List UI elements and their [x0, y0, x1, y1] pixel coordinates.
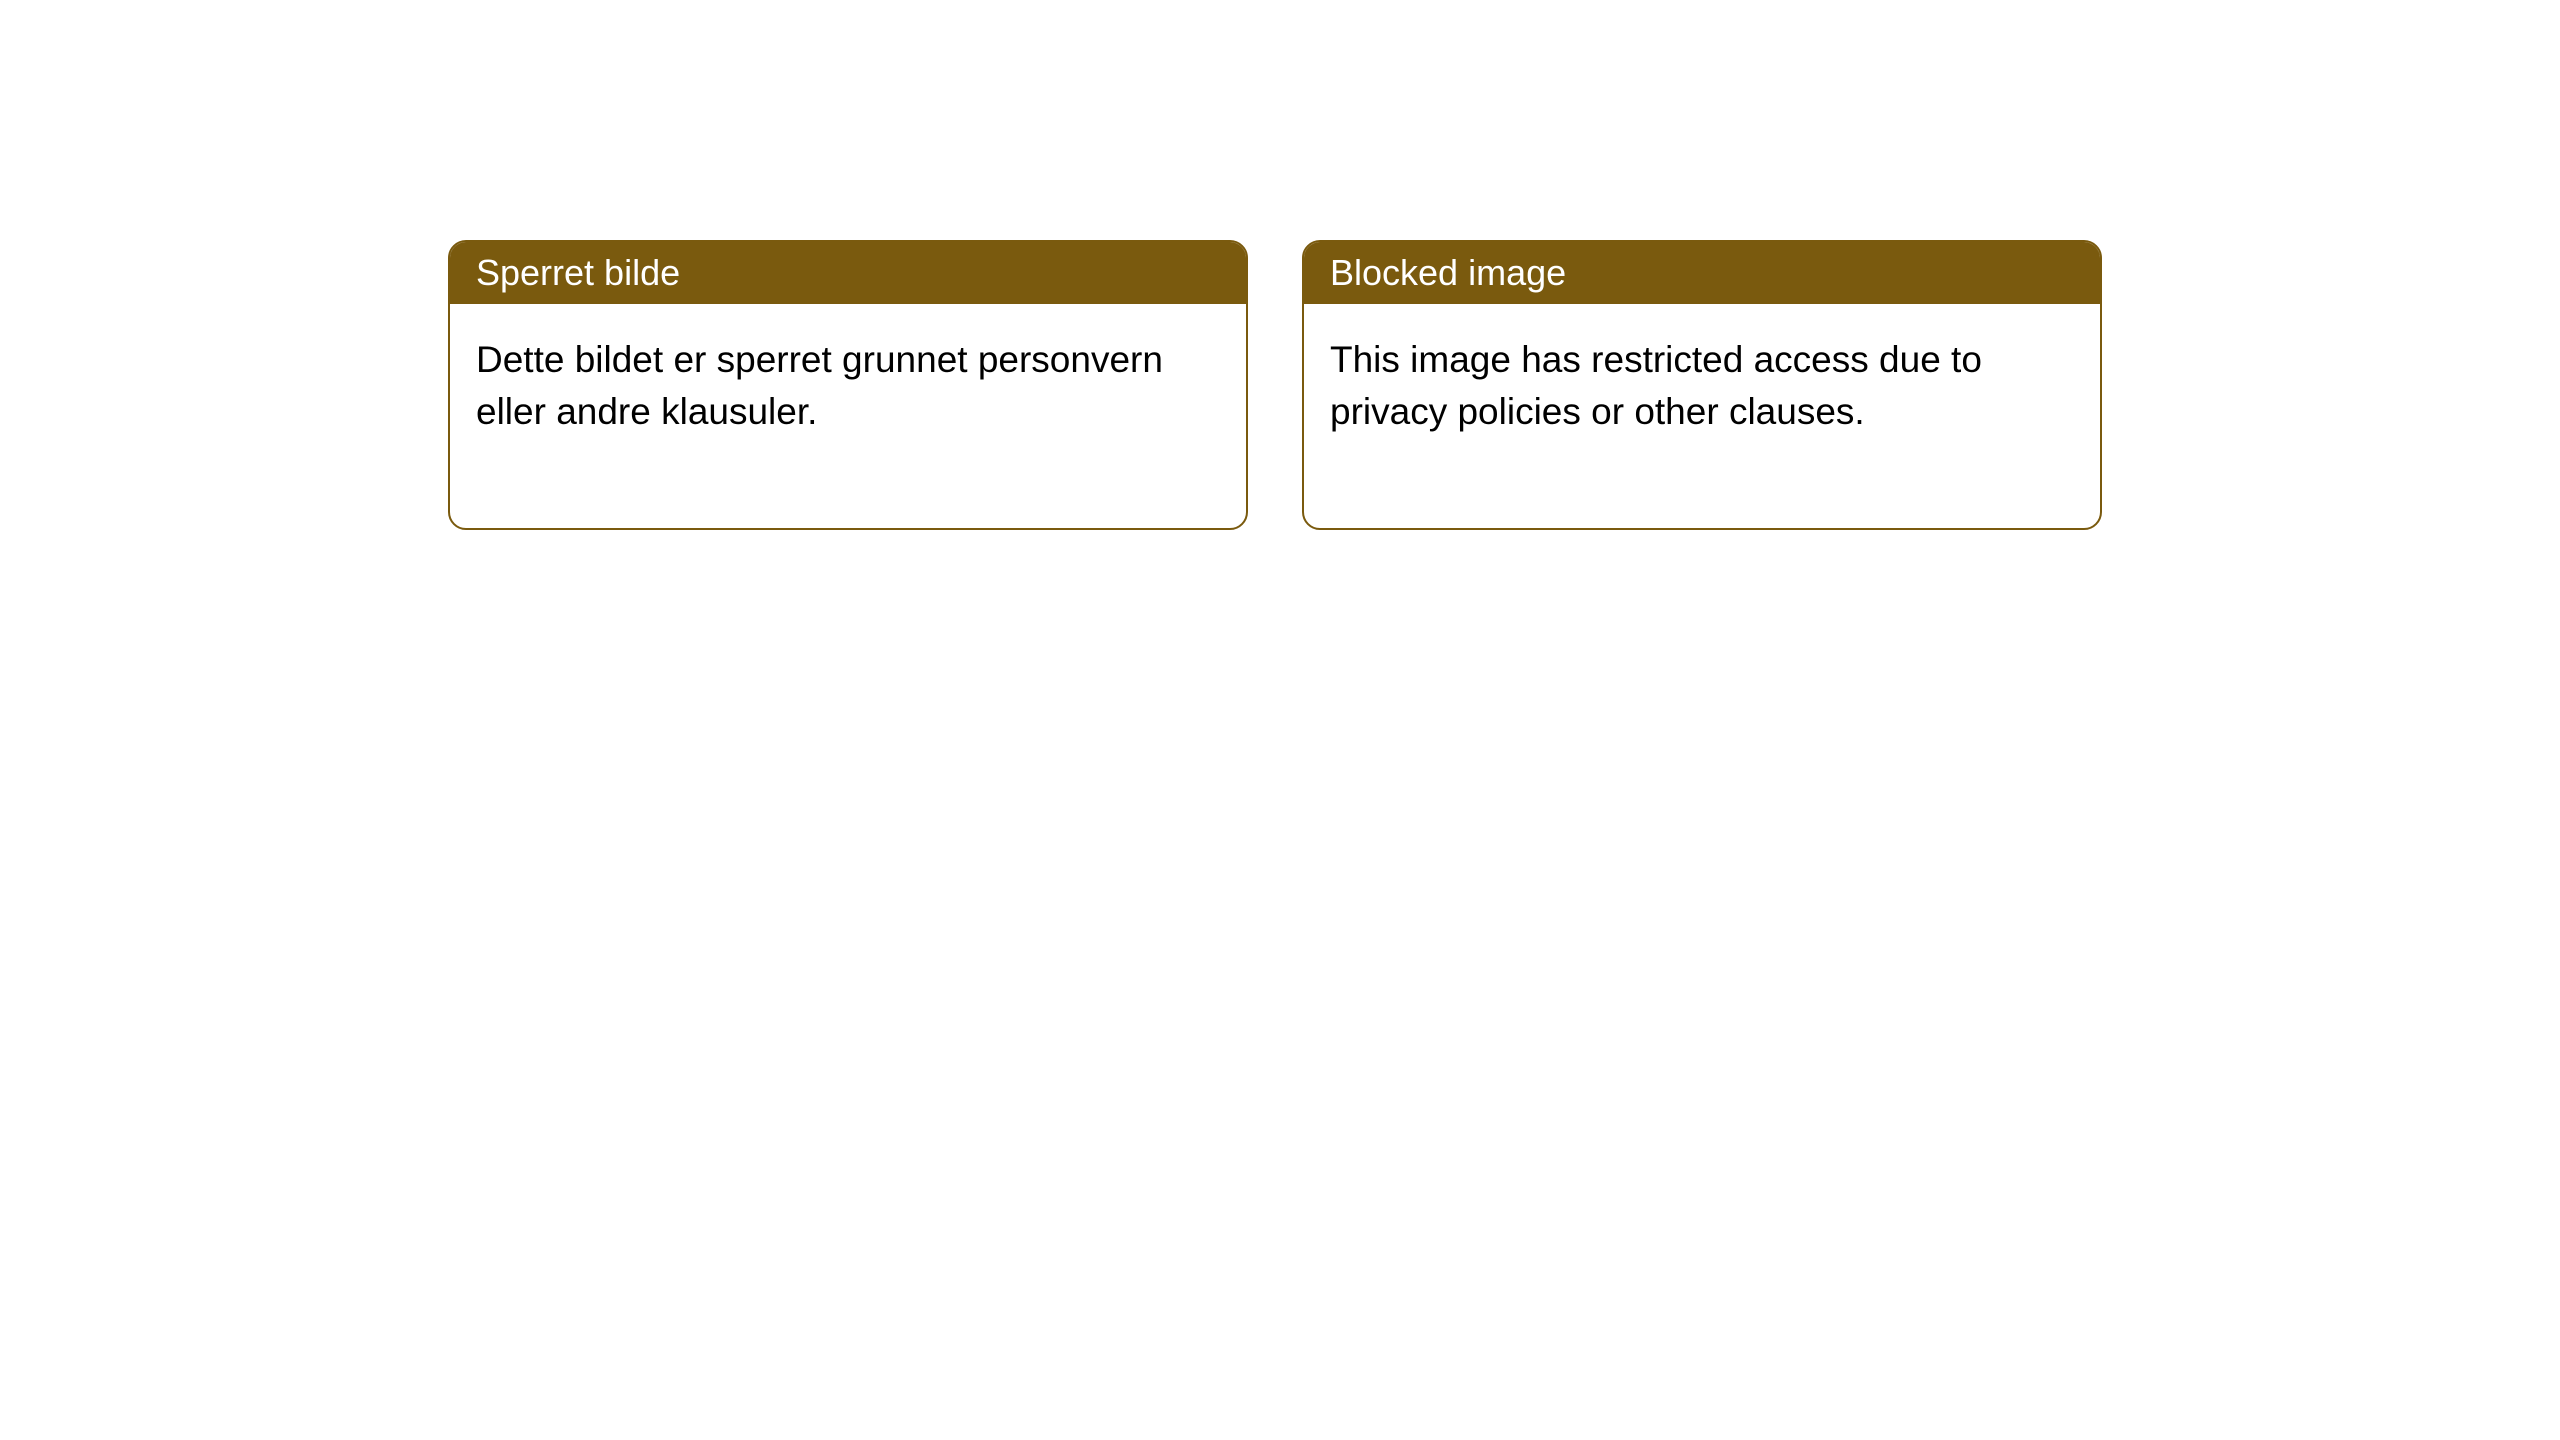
- notice-body: Dette bildet er sperret grunnet personve…: [450, 304, 1246, 528]
- notice-title: Sperret bilde: [476, 252, 680, 293]
- notice-title: Blocked image: [1330, 252, 1566, 293]
- notice-header: Sperret bilde: [450, 242, 1246, 304]
- notice-card-norwegian: Sperret bilde Dette bildet er sperret gr…: [448, 240, 1248, 530]
- notice-body: This image has restricted access due to …: [1304, 304, 2100, 528]
- notice-body-text: Dette bildet er sperret grunnet personve…: [476, 339, 1163, 432]
- notice-body-text: This image has restricted access due to …: [1330, 339, 1982, 432]
- notice-card-english: Blocked image This image has restricted …: [1302, 240, 2102, 530]
- notice-header: Blocked image: [1304, 242, 2100, 304]
- notice-container: Sperret bilde Dette bildet er sperret gr…: [0, 0, 2560, 530]
